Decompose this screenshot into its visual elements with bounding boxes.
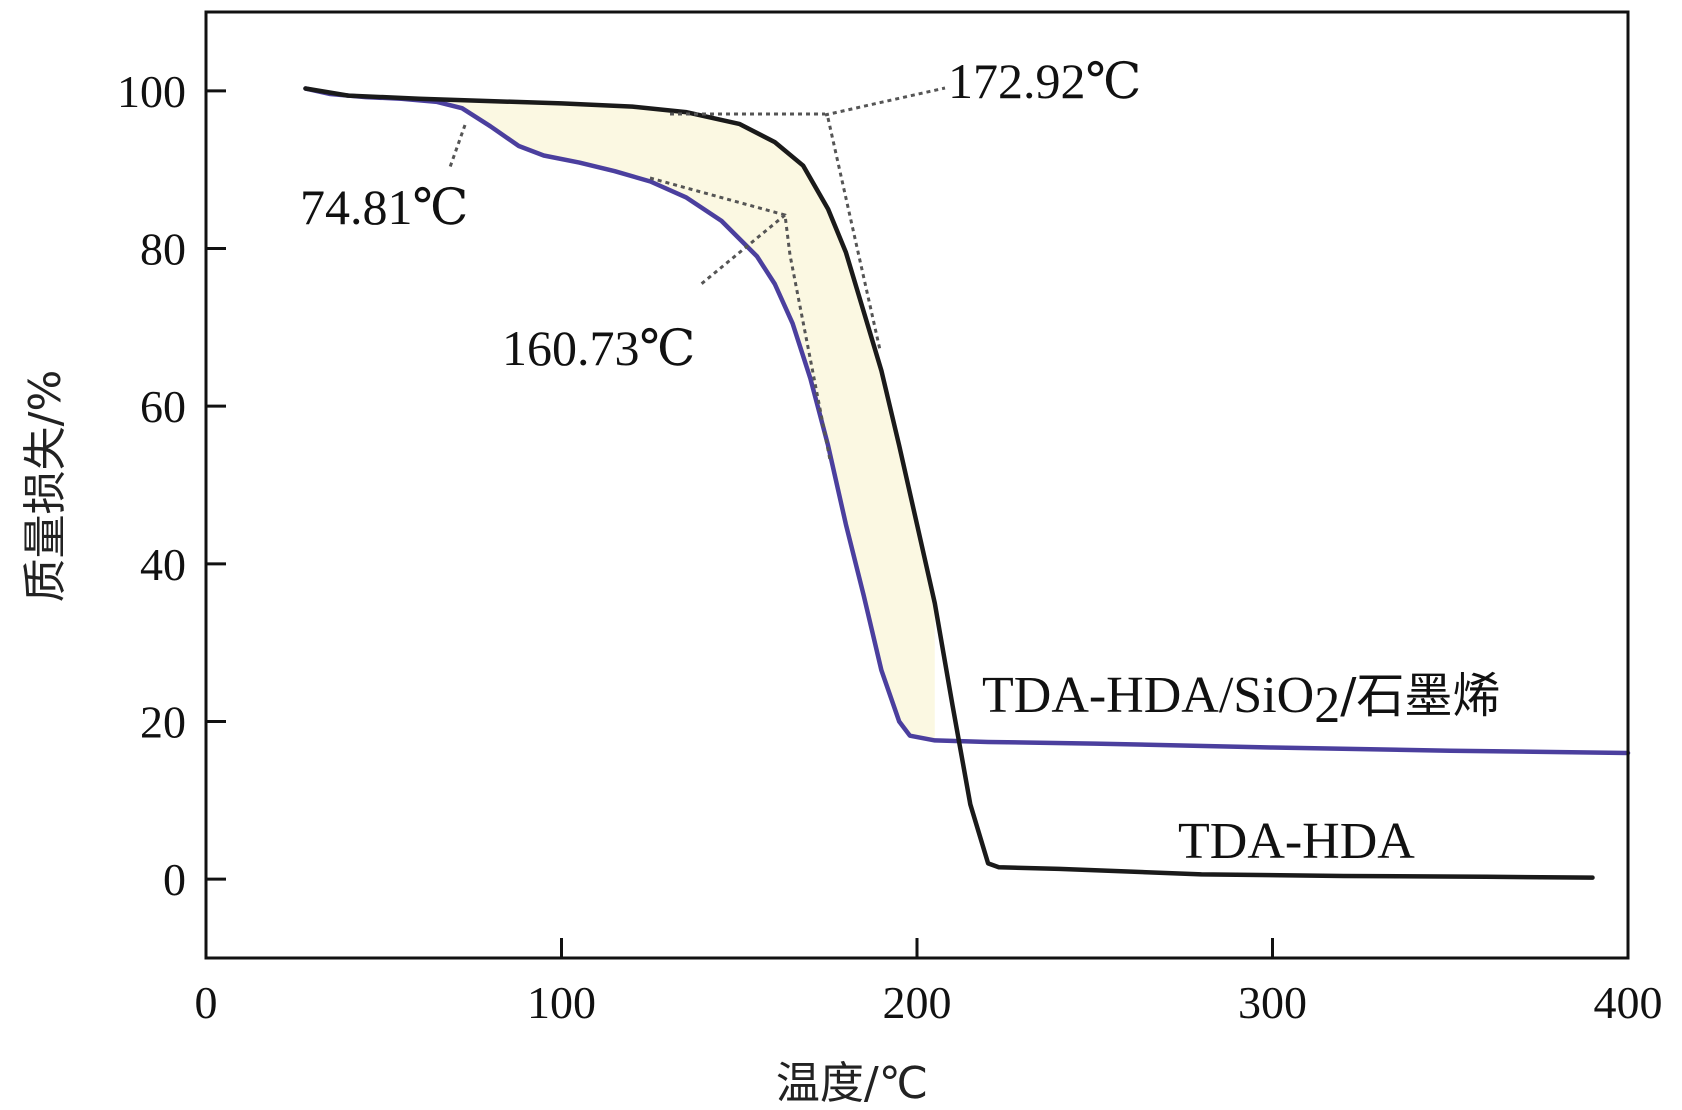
- x-tick-label: 0: [195, 977, 218, 1028]
- x-tick-label: 300: [1238, 977, 1307, 1028]
- y-tick-label: 100: [117, 66, 186, 117]
- series-label-tda-hda: TDA-HDA: [1178, 813, 1415, 870]
- y-tick-label: 60: [140, 381, 186, 432]
- series-line-composite: [303, 86, 1631, 756]
- series-label-composite: TDA-HDA/SiO2/石墨烯: [982, 667, 1500, 734]
- x-tick-label: 100: [527, 977, 596, 1028]
- shaded-region: [330, 94, 935, 741]
- series-group: [303, 86, 1631, 880]
- x-tick-label: 400: [1594, 977, 1663, 1028]
- series-label-composite-subscript: 2: [1314, 677, 1340, 734]
- annotation-leaders: [447, 86, 946, 461]
- y-tick-label: 20: [140, 697, 186, 748]
- y-tick-label: 0: [163, 854, 186, 905]
- x-tick-label: 200: [883, 977, 952, 1028]
- onset-shading: [330, 94, 935, 741]
- annotation-label-172: 172.92℃: [948, 53, 1141, 109]
- series-label-composite-tail: /石墨烯: [1340, 668, 1500, 724]
- leader-74: [447, 124, 467, 171]
- annotation-label-74: 74.81℃: [300, 179, 468, 235]
- x-axis-title: 温度/℃: [776, 1058, 928, 1109]
- series-label-composite-main: TDA-HDA/SiO: [982, 667, 1314, 724]
- leader-160: [649, 176, 832, 461]
- y-axis-title: 质量损失/%: [20, 370, 71, 603]
- axis-ticks: 0 20 40 60 80 100 0 100 200 300 400: [117, 66, 1663, 1028]
- y-tick-label: 80: [140, 224, 186, 275]
- y-tick-label: 40: [140, 539, 186, 590]
- annotation-label-160: 160.73℃: [502, 320, 695, 376]
- series-line-tda-hda: [303, 86, 1595, 880]
